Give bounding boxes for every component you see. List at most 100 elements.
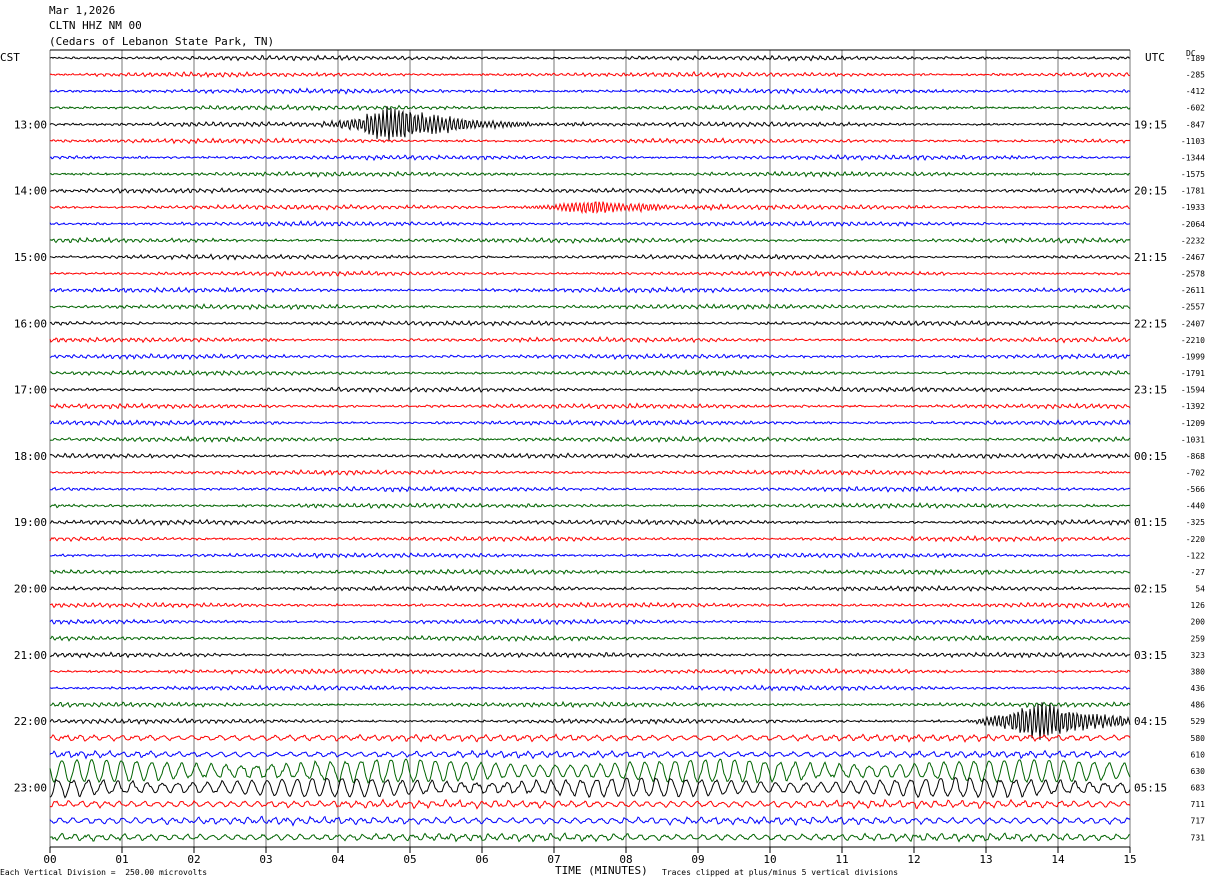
x-axis-title: TIME (MINUTES) [555,864,648,877]
dc-offset-38: 436 [1191,684,1206,693]
hour-label-left-3: 16:00 [14,317,47,330]
trace-line-0 [49,54,1131,62]
trace-line-38 [49,684,1131,692]
hour-label-right-6: 01:15 [1134,516,1167,529]
dc-offset-30: -122 [1186,551,1205,560]
x-tick-label-00: 00 [43,853,56,866]
dc-offset-36: 323 [1191,651,1206,660]
dc-offset-41: 580 [1191,734,1206,743]
dc-offset-18: -1999 [1181,352,1205,361]
header-date: Mar 1,2026 [49,4,116,17]
trace-line-43 [49,758,1131,784]
x-tick-label-05: 05 [403,853,416,866]
hour-labels-right: 19:15 20:15 21:15 22:15 23:15 00:15 01:15 02:15… [1134,118,1167,794]
x-tick-label-13: 13 [979,853,992,866]
dc-offset-31: -27 [1191,568,1206,577]
hour-label-left-9: 22:00 [14,715,47,728]
dc-offset-27: -440 [1186,502,1205,511]
trace-line-26 [49,485,1131,493]
dc-offset-24: -868 [1186,452,1205,461]
dc-offset-29: -220 [1186,535,1205,544]
dc-offset-19: -1791 [1181,369,1205,378]
dc-offset-16: -2407 [1181,319,1205,328]
trace-line-18 [49,352,1131,361]
hour-label-right-7: 02:15 [1134,583,1167,596]
left-timezone-label: CST [0,51,20,64]
dc-offset-2: -412 [1186,87,1205,96]
dc-offset-20: -1594 [1181,386,1205,395]
hour-label-right-0: 19:15 [1134,118,1167,131]
x-tick-label-02: 02 [187,853,200,866]
dc-offset-44: 683 [1191,784,1206,793]
hour-label-left-5: 18:00 [14,450,47,463]
trace-line-7 [49,170,1131,178]
dc-offset-46: 717 [1191,817,1206,826]
trace-line-32 [49,584,1131,592]
trace-line-11 [49,236,1131,245]
dc-offset-14: -2611 [1181,286,1205,295]
dc-offset-35: 259 [1191,634,1206,643]
hour-label-right-9: 04:15 [1134,715,1167,728]
trace-line-37 [49,667,1131,676]
minute-gridlines [49,49,1131,847]
dc-offset-10: -2064 [1181,220,1205,229]
x-tick-label-12: 12 [907,853,920,866]
trace-line-41 [49,733,1131,743]
trace-line-4 [49,106,1131,142]
hour-label-left-1: 14:00 [14,185,47,198]
dc-offset-22: -1209 [1181,419,1205,428]
x-tick-label-11: 11 [835,853,848,866]
dc-offset-23: -1031 [1181,435,1205,444]
hour-label-left-4: 17:00 [14,384,47,397]
trace-line-20 [49,386,1131,394]
x-tick-label-06: 06 [475,853,488,866]
dc-offset-33: 126 [1191,601,1206,610]
hour-label-right-8: 03:15 [1134,649,1167,662]
trace-line-39 [50,700,1131,709]
trace-line-10 [49,220,1131,228]
x-tick-label-03: 03 [259,853,272,866]
trace-line-19 [49,369,1131,377]
dc-offset-8: -1781 [1181,187,1205,196]
dc-offset-7: -1575 [1181,170,1205,179]
trace-line-33 [49,601,1131,609]
hour-label-right-5: 00:15 [1134,450,1167,463]
dc-offset-32: 54 [1195,585,1205,594]
dc-offset-42: 610 [1191,750,1206,759]
hour-label-right-1: 20:15 [1134,185,1167,198]
trace-line-22 [49,419,1131,427]
trace-line-28 [49,518,1131,526]
trace-line-30 [49,551,1131,559]
dc-offset-15: -2557 [1181,303,1205,312]
trace-line-12 [49,253,1131,261]
x-tick-label-04: 04 [331,853,345,866]
right-timezone-label: UTC [1145,51,1165,64]
dc-offset-21: -1392 [1181,402,1205,411]
x-tick-label-09: 09 [691,853,704,866]
trace-line-9 [49,201,1131,215]
dc-offset-6: -1344 [1181,153,1205,162]
trace-line-31 [49,568,1131,576]
hour-label-right-10: 05:15 [1134,782,1167,795]
trace-line-6 [49,153,1131,162]
trace-line-40 [49,702,1131,740]
hour-label-left-8: 21:00 [14,649,47,662]
x-tick-label-01: 01 [115,853,128,866]
dc-offset-13: -2578 [1181,270,1205,279]
hour-label-right-4: 23:15 [1134,384,1167,397]
trace-line-29 [49,534,1131,543]
dc-offset-9: -1933 [1181,203,1205,212]
trace-line-24 [49,452,1131,460]
x-tick-label-08: 08 [619,853,632,866]
dc-offset-39: 486 [1191,701,1206,710]
trace-line-45 [49,798,1131,810]
header-location: (Cedars of Lebanon State Park, TN) [49,35,275,48]
hour-label-right-3: 22:15 [1134,317,1167,330]
trace-line-1 [49,70,1131,79]
hour-label-left-6: 19:00 [14,516,47,529]
trace-line-17 [49,336,1131,344]
trace-line-35 [49,634,1131,642]
x-tick-label-14: 14 [1051,853,1065,866]
dc-offset-0: -189 [1186,54,1205,63]
clip-note: Traces clipped at plus/minus 5 vertical … [662,868,899,877]
